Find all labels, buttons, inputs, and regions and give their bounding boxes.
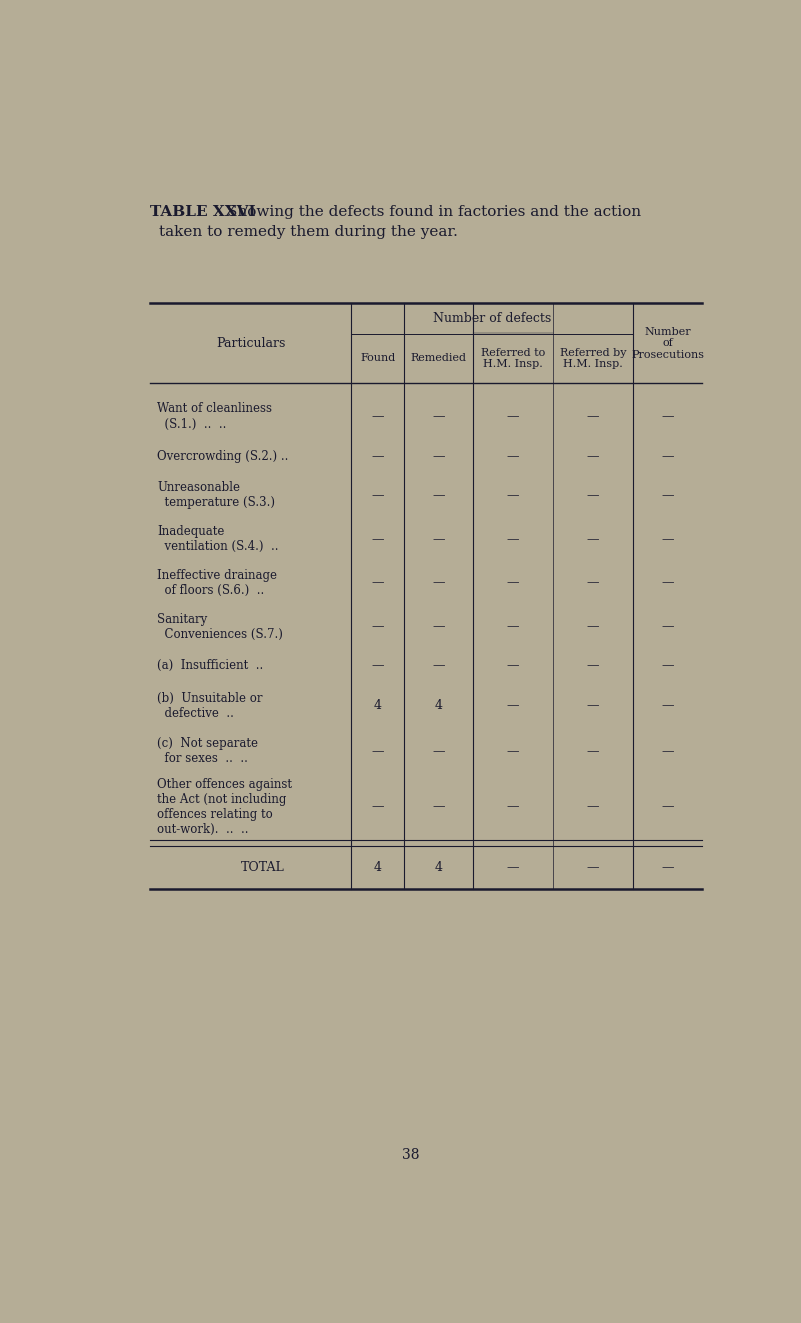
Text: —: — [372,745,384,758]
Text: —: — [433,410,445,423]
Text: Other offences against
the Act (not including
offences relating to
out-work).  .: Other offences against the Act (not incl… [157,778,292,836]
Text: —: — [587,620,599,634]
Text: —: — [507,490,519,501]
Text: —: — [372,533,384,546]
Text: —: — [662,700,674,712]
Text: (b)  Unsuitable or
  defective  ..: (b) Unsuitable or defective .. [157,692,263,720]
Text: Overcrowding (S.2.) ..: Overcrowding (S.2.) .. [157,450,288,463]
Text: —: — [587,410,599,423]
Text: (a)  Insufficient  ..: (a) Insufficient .. [157,659,264,672]
Text: 4: 4 [434,861,442,875]
Text: —: — [587,577,599,590]
Text: —: — [587,745,599,758]
Text: 4: 4 [374,700,382,712]
Text: TOTAL: TOTAL [241,861,285,875]
Text: —: — [433,533,445,546]
Text: —: — [507,800,519,814]
Text: —: — [587,533,599,546]
Text: Number of defects: Number of defects [433,312,551,325]
Text: —: — [587,700,599,712]
Text: —: — [507,659,519,672]
Text: —: — [507,577,519,590]
Text: —: — [662,620,674,634]
Text: —: — [372,410,384,423]
Text: —: — [507,410,519,423]
Text: —: — [662,533,674,546]
Text: taken to remedy them during the year.: taken to remedy them during the year. [159,225,458,239]
Text: —: — [662,577,674,590]
Text: —: — [507,861,519,875]
Text: —: — [662,659,674,672]
Text: —: — [433,450,445,463]
Text: —: — [372,620,384,634]
Text: Ineffective drainage
  of floors (S.6.)  ..: Ineffective drainage of floors (S.6.) .. [157,569,277,597]
Text: —: — [507,745,519,758]
Text: —: — [433,659,445,672]
Text: 38: 38 [402,1148,419,1162]
Text: Referred by
H.M. Insp.: Referred by H.M. Insp. [560,348,626,369]
Text: —: — [587,861,599,875]
Text: —: — [587,490,599,501]
Text: —: — [587,659,599,672]
Text: Particulars: Particulars [216,336,285,349]
Text: —: — [587,450,599,463]
Text: —: — [662,861,674,875]
Text: —: — [372,577,384,590]
Text: —: — [433,490,445,501]
Text: Showing the defects found in factories and the action: Showing the defects found in factories a… [227,205,642,218]
Text: —: — [587,800,599,814]
Text: 4: 4 [374,861,382,875]
Text: Found: Found [360,353,396,364]
Text: —: — [372,450,384,463]
Text: Want of cleanliness
  (S.1.)  ..  ..: Want of cleanliness (S.1.) .. .. [157,402,272,430]
Text: (c)  Not separate
  for sexes  ..  ..: (c) Not separate for sexes .. .. [157,737,258,765]
Text: —: — [662,450,674,463]
Text: Unreasonable
  temperature (S.3.): Unreasonable temperature (S.3.) [157,482,276,509]
Text: Inadequate
  ventilation (S.4.)  ..: Inadequate ventilation (S.4.) .. [157,525,279,553]
Text: —: — [507,620,519,634]
Text: —: — [372,490,384,501]
Text: —: — [507,450,519,463]
Text: —: — [433,577,445,590]
Text: —: — [433,620,445,634]
Text: —: — [662,745,674,758]
Text: Remedied: Remedied [410,353,466,364]
Text: —: — [433,800,445,814]
Text: —: — [662,800,674,814]
Text: Sanitary
  Conveniences (S.7.): Sanitary Conveniences (S.7.) [157,613,283,640]
Text: —: — [507,533,519,546]
Text: —: — [372,800,384,814]
Text: Number
of
Prosecutions: Number of Prosecutions [631,327,704,360]
Text: —: — [662,410,674,423]
Text: —: — [507,700,519,712]
Text: TABLE XXVI: TABLE XXVI [150,205,256,218]
Text: 4: 4 [434,700,442,712]
Text: —: — [372,659,384,672]
Text: —: — [662,490,674,501]
Text: Referred to
H.M. Insp.: Referred to H.M. Insp. [481,348,545,369]
Text: —: — [433,745,445,758]
